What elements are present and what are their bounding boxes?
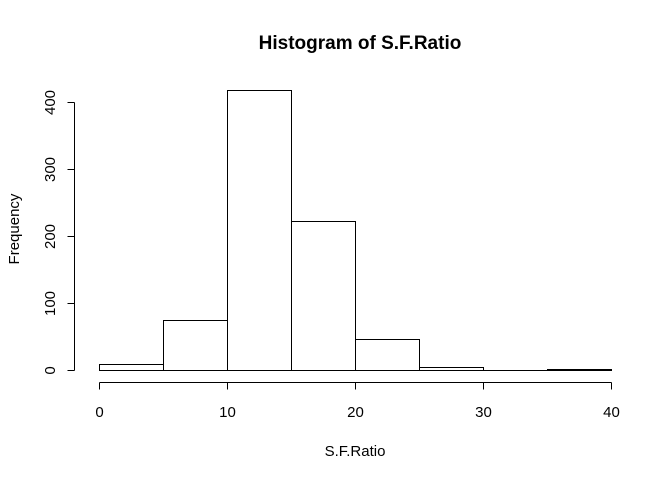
y-tick-label-0: 0 [42, 366, 59, 374]
x-tick-label-0: 0 [95, 404, 103, 421]
x-axis: 0 10 20 30 40 [95, 383, 620, 422]
x-axis-label: S.F.Ratio [325, 443, 386, 460]
y-tick-label-2: 200 [42, 224, 59, 249]
bars-group [100, 91, 612, 371]
histogram-bar-1 [164, 321, 228, 371]
x-tick-label-4: 40 [603, 404, 620, 421]
y-tick-label-4: 400 [42, 90, 59, 115]
y-tick-label-1: 100 [42, 291, 59, 316]
histogram-bar-7 [548, 370, 612, 371]
y-tick-label-3: 300 [42, 157, 59, 182]
histogram-bar-5 [420, 368, 484, 371]
y-axis-label: Frequency [6, 193, 23, 264]
histogram-bar-3 [292, 222, 356, 371]
histogram-bar-0 [100, 365, 164, 371]
histogram-bar-4 [356, 340, 420, 371]
x-tick-label-2: 20 [347, 404, 364, 421]
x-tick-label-1: 10 [219, 404, 236, 421]
x-tick-label-3: 30 [475, 404, 492, 421]
chart-title: Histogram of S.F.Ratio [259, 33, 462, 54]
y-axis: 0 100 200 300 400 [42, 90, 75, 375]
histogram-bar-2 [228, 91, 292, 371]
